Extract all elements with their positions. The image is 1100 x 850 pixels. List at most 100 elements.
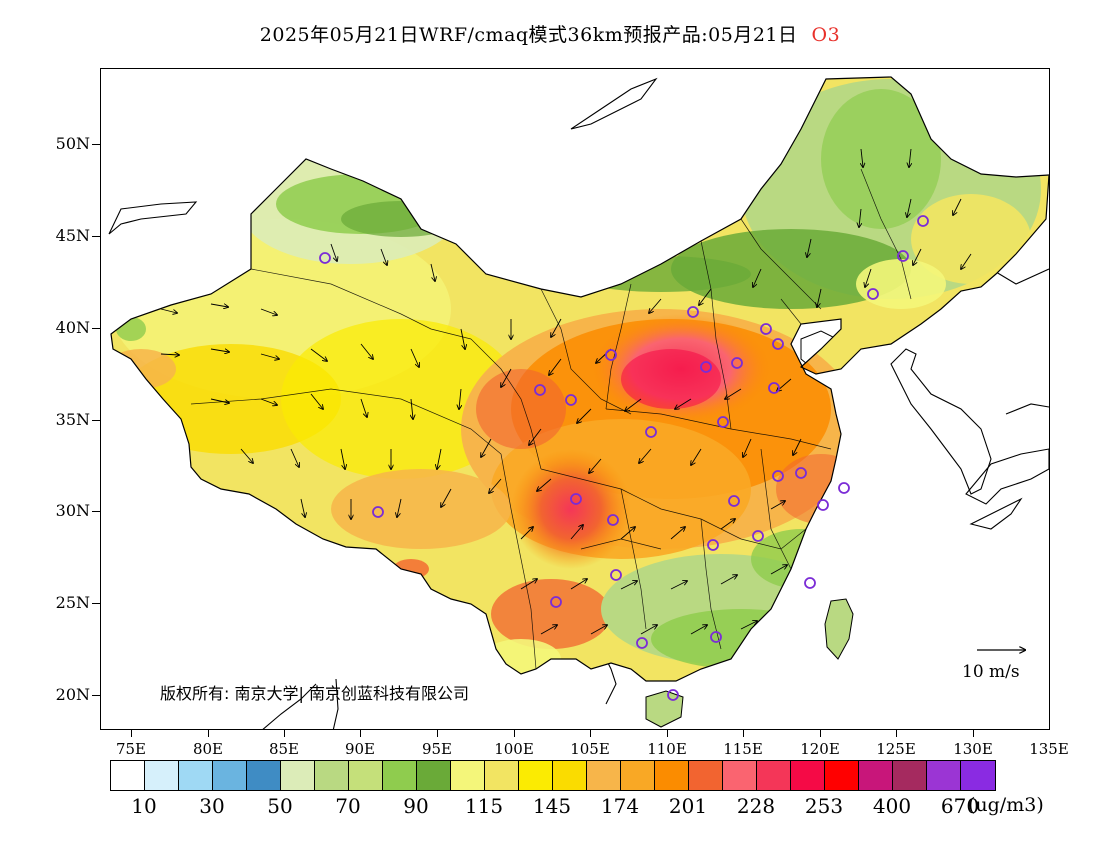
colorbar-tick-label: 145	[532, 794, 572, 818]
kyushu-coast	[969, 497, 1023, 530]
colorbar-swatch	[961, 761, 995, 790]
japan-coast	[965, 448, 1049, 505]
lon-label-125e: 125E	[876, 740, 916, 758]
lake-baikal-outline	[570, 77, 658, 130]
colorbar-swatch	[179, 761, 213, 790]
korea-coast	[890, 348, 992, 495]
station-marker	[319, 252, 331, 264]
station-marker	[610, 569, 622, 581]
colorbar-tick-label: 50	[267, 794, 293, 818]
colorbar-tick-label: 228	[736, 794, 776, 818]
colorbar-swatch	[757, 761, 791, 790]
colorbar	[110, 760, 996, 791]
lon-tick	[437, 730, 438, 737]
lon-label-105e: 105E	[570, 740, 610, 758]
station-marker	[607, 514, 619, 526]
title-text: 2025年05月21日WRF/cmaq模式36km预报产品:05月21日	[259, 24, 798, 46]
station-marker	[687, 306, 699, 318]
station-marker	[550, 596, 562, 608]
colorbar-swatch	[791, 761, 825, 790]
wind-reference-label: 10 m/s	[962, 662, 1020, 682]
lat-tick	[92, 236, 100, 237]
lon-label-85e: 85E	[268, 740, 300, 758]
colorbar-swatch	[247, 761, 281, 790]
colorbar-tick-label: 90	[403, 794, 429, 818]
honshu-coast	[1005, 403, 1049, 415]
lon-tick	[208, 730, 209, 737]
colorbar-swatch	[825, 761, 859, 790]
station-marker	[917, 215, 929, 227]
colorbar-tick-label: 30	[199, 794, 225, 818]
colorbar-tick-label: 201	[668, 794, 708, 818]
colorbar-swatch	[621, 761, 655, 790]
lon-tick	[284, 730, 285, 737]
station-marker	[372, 506, 384, 518]
lat-tick	[92, 695, 100, 696]
lon-label-115e: 115E	[723, 740, 763, 758]
lat-tick	[92, 144, 100, 145]
colorbar-swatch	[587, 761, 621, 790]
colorbar-swatch	[553, 761, 587, 790]
station-marker	[731, 357, 743, 369]
station-marker	[838, 482, 850, 494]
province-boundaries	[190, 168, 912, 670]
station-marker	[710, 631, 722, 643]
colorbar-swatch	[349, 761, 383, 790]
colorbar-tick-label: 115	[464, 794, 504, 818]
station-marker	[795, 467, 807, 479]
colorbar-swatch	[723, 761, 757, 790]
lon-tick	[131, 730, 132, 737]
lon-label-95e: 95E	[421, 740, 453, 758]
station-marker	[565, 394, 577, 406]
lat-label-50n: 50N	[55, 134, 90, 153]
lon-label-135e: 135E	[1029, 740, 1069, 758]
station-marker	[570, 493, 582, 505]
station-marker	[717, 416, 729, 428]
colorbar-swatch	[315, 761, 349, 790]
colorbar-swatch	[859, 761, 893, 790]
lat-label-20n: 20N	[55, 685, 90, 704]
lat-label-35n: 35N	[55, 410, 90, 429]
colorbar-tick-label: 70	[335, 794, 361, 818]
station-marker	[817, 499, 829, 511]
lat-tick	[92, 420, 100, 421]
lat-tick	[92, 511, 100, 512]
colorbar-swatch	[213, 761, 247, 790]
station-marker	[728, 495, 740, 507]
station-marker	[645, 426, 657, 438]
colorbar-swatch	[145, 761, 179, 790]
station-marker	[804, 577, 816, 589]
lat-label-45n: 45N	[55, 226, 90, 245]
lake-balkhash-outline	[108, 201, 198, 235]
station-marker	[772, 338, 784, 350]
lon-label-80e: 80E	[192, 740, 224, 758]
lat-tick	[92, 328, 100, 329]
station-marker	[867, 288, 879, 300]
station-markers	[319, 215, 929, 701]
wind-vectors	[160, 148, 972, 635]
lat-tick	[92, 603, 100, 604]
station-marker	[700, 361, 712, 373]
colorbar-swatch	[383, 761, 417, 790]
station-marker	[667, 689, 679, 701]
india-coast	[262, 683, 317, 729]
colorbar-swatch	[655, 761, 689, 790]
colorbar-swatch	[281, 761, 315, 790]
colorbar-tick-label: 253	[804, 794, 844, 818]
map-panel	[100, 68, 1050, 730]
lon-label-120e: 120E	[800, 740, 840, 758]
colorbar-swatch	[927, 761, 961, 790]
lon-tick	[820, 730, 821, 737]
colorbar-swatch	[519, 761, 553, 790]
china-border	[110, 76, 1049, 682]
lat-label-40n: 40N	[55, 318, 90, 337]
lon-label-90e: 90E	[344, 740, 376, 758]
lon-tick	[896, 730, 897, 737]
colorbar-swatch	[893, 761, 927, 790]
colorbar-swatch	[485, 761, 519, 790]
lon-label-110e: 110E	[647, 740, 687, 758]
lat-label-30n: 30N	[55, 501, 90, 520]
border-line	[332, 678, 339, 729]
station-marker	[752, 530, 764, 542]
lon-label-75e: 75E	[115, 740, 147, 758]
